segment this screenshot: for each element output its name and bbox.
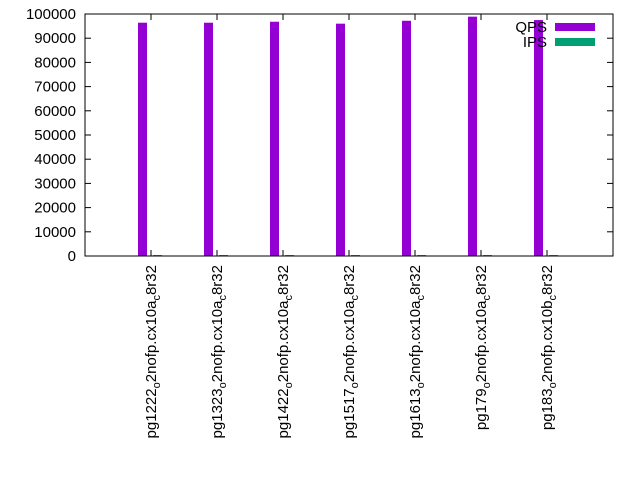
label-text: pg1323 (209, 388, 226, 438)
subscript: o (415, 382, 427, 388)
label-text: pg179 (473, 388, 490, 430)
y-tick-label: 80000 (34, 54, 76, 71)
x-tick-label: pg1613o2nofp.cx10ac8r32 (407, 265, 427, 438)
y-tick-label: 40000 (34, 151, 76, 168)
label-text: 2nofp.cx10a (275, 300, 292, 382)
y-tick-label: 50000 (34, 127, 76, 144)
label-text: 8r32 (209, 265, 226, 295)
bar-qps (402, 20, 411, 256)
y-tick-label: 100000 (26, 6, 76, 23)
subscript: o (283, 382, 295, 388)
subscript: o (151, 382, 163, 388)
label-text: pg1222 (143, 388, 160, 438)
subscript: c (349, 295, 361, 301)
y-tick-label: 30000 (34, 175, 76, 192)
legend-label-ips: IPS (523, 34, 547, 51)
subscript: o (349, 382, 361, 388)
bar-qps (468, 16, 477, 256)
subscript: c (481, 295, 493, 301)
bar-qps (138, 22, 147, 256)
legend-swatch-ips (555, 38, 595, 46)
label-text: pg1422 (275, 388, 292, 438)
label-text: 8r32 (407, 265, 424, 295)
x-tick-label: pg1422o2nofp.cx10ac8r32 (275, 265, 295, 438)
label-text: 2nofp.cx10a (407, 300, 424, 382)
label-text: 2nofp.cx10a (209, 300, 226, 382)
subscript: o (547, 382, 559, 388)
label-text: pg1517 (341, 388, 358, 438)
label-text: 2nofp.cx10b (539, 301, 556, 383)
label-text: 8r32 (539, 265, 556, 295)
subscript: c (547, 295, 559, 301)
label-text: 8r32 (473, 265, 490, 295)
bar-qps (534, 20, 543, 256)
y-tick-label: 10000 (34, 224, 76, 241)
label-text: 2nofp.cx10a (341, 300, 358, 382)
label-text: 8r32 (275, 265, 292, 295)
subscript: c (151, 295, 163, 301)
y-tick-label: 60000 (34, 103, 76, 120)
subscript: c (415, 295, 427, 301)
subscript: c (283, 295, 295, 301)
x-tick-label: pg179o2nofp.cx10ac8r32 (473, 265, 493, 430)
y-tick-label: 20000 (34, 200, 76, 217)
x-tick-label: pg1323o2nofp.cx10ac8r32 (209, 265, 229, 438)
x-tick-label: pg1517o2nofp.cx10ac8r32 (341, 265, 361, 438)
label-text: 8r32 (341, 265, 358, 295)
label-text: 2nofp.cx10a (473, 300, 490, 382)
legend-swatch-qps (555, 23, 595, 31)
subscript: o (217, 382, 229, 388)
subscript: o (481, 382, 493, 388)
subscript: c (217, 295, 229, 301)
y-tick-label: 70000 (34, 79, 76, 96)
label-text: 2nofp.cx10a (143, 300, 160, 382)
label-text: pg1613 (407, 388, 424, 438)
label-text: 8r32 (143, 265, 160, 295)
bar-qps (270, 21, 279, 256)
bar-qps (336, 23, 345, 257)
bar-qps (204, 22, 213, 256)
y-tick-label: 0 (68, 248, 76, 265)
x-tick-label: pg183o2nofp.cx10bc8r32 (539, 265, 559, 430)
legend-label-qps: QPS (515, 19, 547, 36)
x-tick-label: pg1222o2nofp.cx10ac8r32 (143, 265, 163, 438)
label-text: pg183 (539, 388, 556, 430)
y-tick-label: 90000 (34, 30, 76, 47)
